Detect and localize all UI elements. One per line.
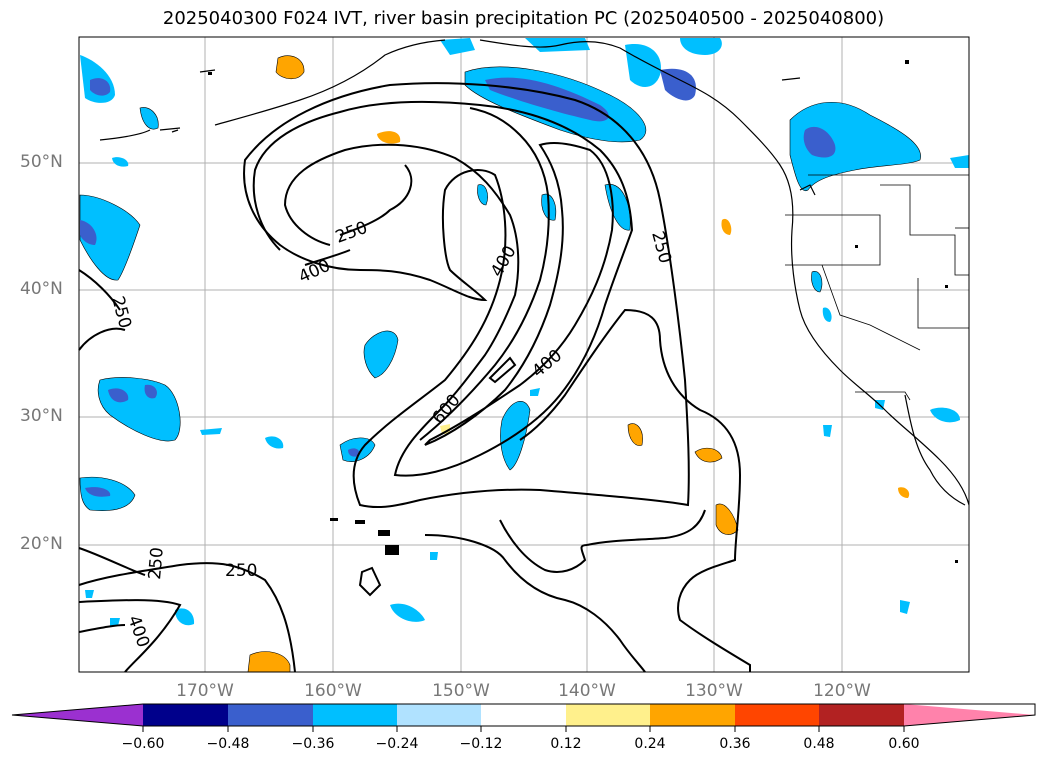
lon-label: 140°W	[558, 681, 616, 701]
lon-label: 150°W	[432, 681, 490, 701]
colorbar-segment	[313, 704, 397, 726]
coastlines	[99, 39, 970, 506]
colorbar-tick-label: −0.24	[375, 736, 419, 752]
map-title: 2025040300 F024 IVT, river basin precipi…	[162, 8, 885, 29]
ivt-contours	[78, 82, 751, 673]
colorbar-tick-label: 0.60	[888, 736, 920, 752]
colorbar-segment	[143, 704, 228, 726]
islands	[208, 60, 958, 563]
contour-label: 250	[145, 546, 168, 580]
lon-label: 130°W	[685, 681, 743, 701]
map-frame	[78, 36, 970, 673]
lat-label: 40°N	[20, 279, 63, 299]
colorbar-segment	[566, 704, 650, 726]
colorbar-segment	[650, 704, 735, 726]
colorbar	[11, 703, 1036, 732]
colorbar-tick-label: −0.60	[121, 736, 165, 752]
colorbar-extend-low	[12, 704, 143, 726]
lon-label: 120°W	[813, 681, 871, 701]
colorbar-tick-label: −0.36	[291, 736, 335, 752]
colorbar-segment	[228, 704, 313, 726]
colorbar-tick-label: −0.48	[206, 736, 250, 752]
lon-label: 160°W	[304, 681, 362, 701]
colorbar-tick-label: −0.12	[459, 736, 503, 752]
positive-precip-areas	[247, 55, 910, 673]
colorbar-tick-label: 0.36	[719, 736, 751, 752]
colorbar-extend-high	[904, 704, 1035, 726]
colorbar-segment	[397, 704, 481, 726]
state-borders	[785, 174, 969, 401]
contour-label: 250	[225, 561, 257, 581]
colorbar-tick-label: 0.48	[803, 736, 835, 752]
colorbar-tick-label: 0.24	[634, 736, 666, 752]
lat-label: 20°N	[20, 534, 63, 554]
colorbar-segment	[735, 704, 819, 726]
colorbar-tick-label: 0.12	[550, 736, 582, 752]
lat-label: 50°N	[20, 152, 63, 172]
colorbar-segment	[819, 704, 904, 726]
lat-label: 30°N	[20, 406, 63, 426]
negative-precip-areas	[79, 38, 969, 626]
lon-label: 170°W	[176, 681, 234, 701]
colorbar-segment	[481, 704, 566, 726]
